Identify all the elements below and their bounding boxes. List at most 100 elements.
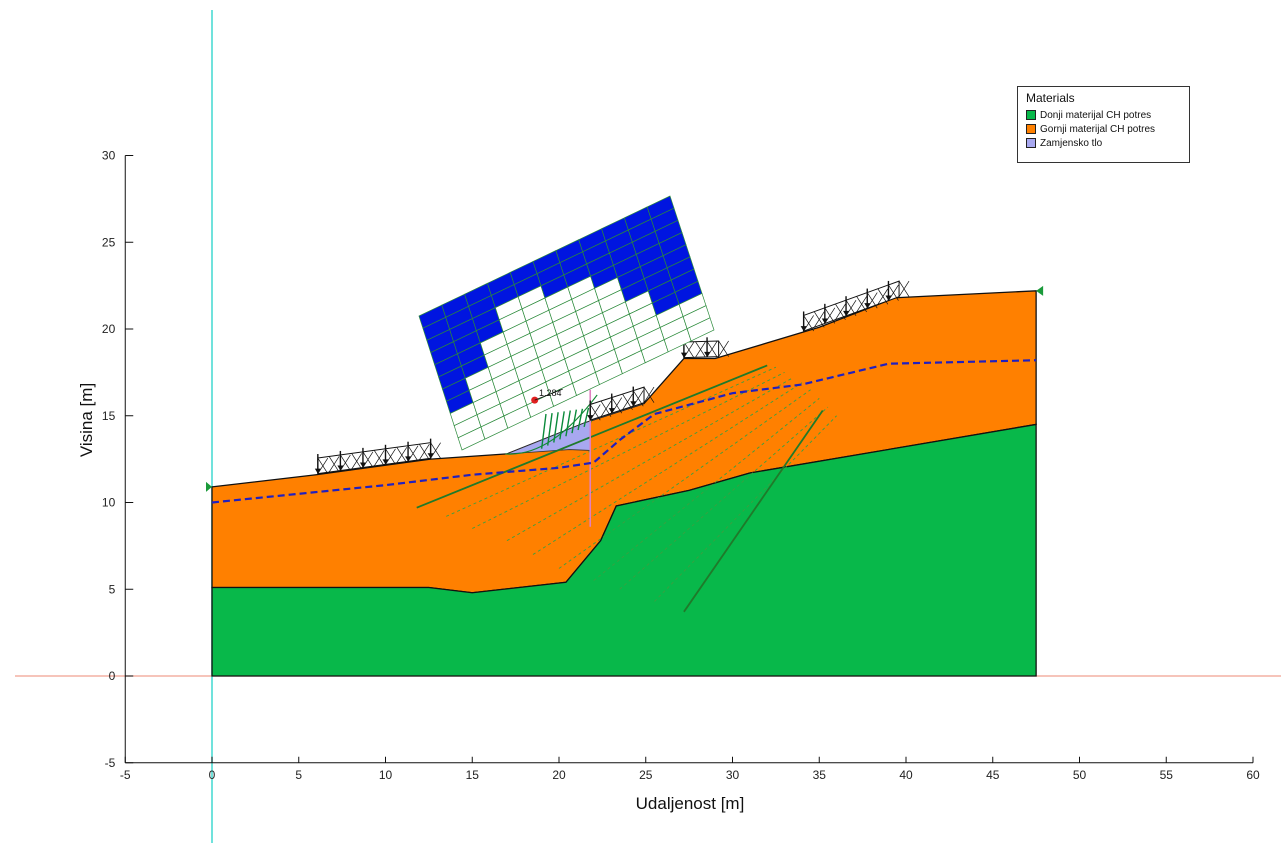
y-tick-label: 0: [109, 669, 116, 683]
surcharge-load: [314, 438, 441, 475]
surcharge-arrowhead: [704, 351, 711, 357]
surcharge-hatch: [632, 390, 644, 407]
surcharge-hatch: [430, 442, 441, 459]
legend-swatch-gornji: [1026, 124, 1036, 134]
slip-slice-line: [583, 407, 590, 428]
x-axis-title: Udaljenost [m]: [636, 794, 745, 813]
surcharge-arrowhead: [800, 326, 807, 332]
surcharge-hatch: [877, 288, 889, 305]
y-tick-label: -5: [105, 756, 116, 770]
surcharge-load: [587, 386, 655, 421]
surcharge-hatch: [643, 386, 655, 403]
surcharge-arrowhead: [337, 465, 344, 471]
y-tick-label: 15: [102, 409, 116, 423]
x-tick-label: 30: [726, 768, 740, 782]
surcharge-arrowhead: [314, 468, 321, 474]
left-boundary-marker: [206, 481, 212, 492]
surcharge-arrowhead: [843, 310, 850, 316]
legend-swatch-donji: [1026, 110, 1036, 120]
y-axis-title: Visina [m]: [77, 383, 96, 457]
x-tick-label: 15: [466, 768, 480, 782]
surcharge-hatch: [419, 443, 430, 460]
surcharge-hatch: [611, 397, 623, 414]
anchor-dashed-line: [472, 371, 785, 529]
legend-label-gornji: Gornji materijal CH potres: [1040, 123, 1156, 135]
grid-cell: [686, 317, 715, 342]
slip-slice-line: [565, 410, 571, 437]
surcharge-hatch: [373, 450, 385, 467]
surcharge-hatch: [803, 315, 814, 332]
surcharge-arrowhead: [427, 453, 434, 459]
legend-item-zamjensko: Zamjensko tlo: [1026, 136, 1181, 150]
surcharge-hatch: [622, 393, 633, 410]
x-tick-label: -5: [120, 768, 131, 782]
anchor-dashed-line: [593, 398, 820, 581]
slip-slice-line: [571, 409, 578, 434]
surcharge-hatch: [898, 280, 910, 297]
y-tick-label: 20: [102, 322, 116, 336]
surcharge-hatch: [396, 447, 408, 464]
slip-surface-arc: [505, 394, 598, 455]
anchor-dashed-line: [532, 382, 803, 555]
x-tick-label: 25: [639, 768, 653, 782]
slip-center-grid: [418, 195, 715, 451]
legend-item-gornji: Gornji materijal CH potres: [1026, 122, 1181, 136]
x-tick-label: 50: [1073, 768, 1087, 782]
surcharge-arrowhead: [885, 295, 892, 301]
lower-material-region: [211, 423, 1037, 677]
surcharge-hatch: [328, 456, 340, 473]
geometry-layer: [15, 10, 1281, 843]
surcharge-hatch: [600, 400, 612, 417]
anchor-dashed-line: [619, 406, 829, 590]
surcharge-arrowhead: [821, 318, 828, 324]
surcharge-hatch: [813, 311, 825, 328]
surcharge-load: [680, 337, 729, 359]
surcharge-hatch: [824, 307, 836, 324]
slip-slice-line: [553, 412, 559, 443]
y-tick-label: 10: [102, 496, 116, 510]
surcharge-arrowhead: [382, 459, 389, 465]
anchor-dashed-line: [654, 415, 837, 602]
legend-label-donji: Donji materijal CH potres: [1040, 109, 1152, 121]
factor-of-safety-label: 1.284: [539, 388, 562, 398]
x-tick-label: 35: [813, 768, 827, 782]
surcharge-hatch: [351, 453, 362, 470]
x-tick-label: 40: [899, 768, 913, 782]
water-table-line: [211, 359, 1037, 504]
surcharge-hatch: [706, 341, 718, 358]
x-tick-label: 55: [1160, 768, 1174, 782]
surcharge-hatch: [385, 448, 396, 465]
surcharge-arrowhead: [608, 408, 615, 414]
x-tick-label: 0: [209, 768, 216, 782]
surcharge-hatch: [695, 341, 706, 358]
anchor-dashed-line: [446, 366, 777, 517]
x-tick-label: 5: [295, 768, 302, 782]
axes-layer: -5 0 5 10 15 20 25 30 35 40 45 50 55 60 -5 0 5 10 15 20 25 30: [102, 149, 1260, 782]
y-tick-label: 30: [102, 149, 116, 163]
surcharge-arrowhead: [630, 401, 637, 407]
surcharge-hatch: [362, 451, 374, 468]
surcharge-hatch: [683, 341, 695, 358]
right-boundary-marker: [1036, 285, 1044, 296]
x-tick-label: 60: [1246, 768, 1260, 782]
anchor-dashed-line: [506, 377, 794, 542]
slip-slice-line: [540, 413, 547, 449]
legend-swatch-zamjensko: [1026, 138, 1036, 148]
legend-title: Materials: [1026, 91, 1075, 105]
surcharge-hatch: [589, 404, 601, 421]
slip-slice-line: [577, 408, 584, 431]
surcharge-arrowhead: [587, 415, 594, 421]
surcharge-arrowhead: [359, 462, 366, 468]
surcharge-arrowhead: [405, 456, 412, 462]
surcharge-hatch: [718, 340, 729, 357]
surcharge-hatch: [845, 300, 857, 317]
materials-legend: Materials Donji materijal CH potres Gorn…: [1017, 86, 1190, 163]
surcharge-hatch: [835, 303, 846, 320]
surcharge-hatch: [407, 445, 419, 462]
surcharge-hatch: [888, 284, 899, 301]
y-tick-label: 5: [109, 582, 116, 596]
reinforcement-line: [683, 410, 824, 613]
surcharge-arrowhead: [680, 352, 687, 358]
surcharge-hatch: [317, 457, 329, 474]
